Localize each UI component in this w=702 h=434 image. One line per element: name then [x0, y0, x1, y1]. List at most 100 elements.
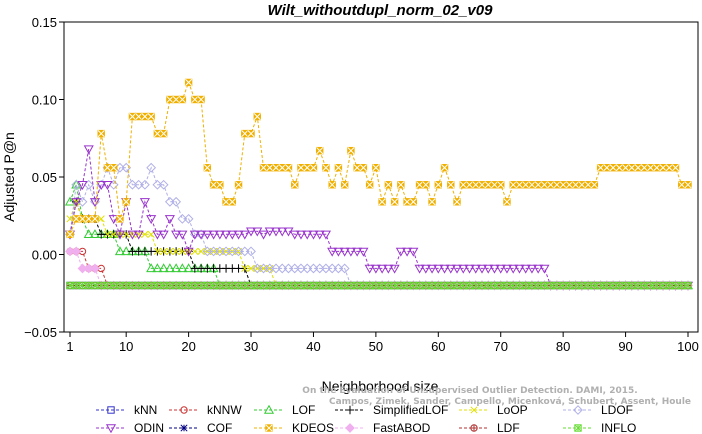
- data-point: [320, 230, 331, 240]
- data-point: [514, 264, 525, 274]
- data-point: [584, 181, 592, 189]
- data-point: [114, 246, 125, 256]
- y-tick-label: 0.05: [32, 170, 57, 185]
- data-point: [378, 198, 386, 206]
- data-point: [328, 281, 336, 290]
- data-point: [222, 198, 230, 206]
- data-point: [78, 215, 87, 223]
- x-axis-label: Neighborhood size: [322, 378, 439, 394]
- legend: kNN kNNW LOF SimplifiedLOF LoOP LDOF ODIN COF KD…: [96, 403, 636, 434]
- data-point: [85, 215, 93, 223]
- data-point: [196, 230, 207, 240]
- data-point: [246, 246, 256, 257]
- x-tick-label: 40: [306, 339, 320, 354]
- legend-entry-ldf: LDF: [459, 421, 520, 434]
- data-point: [347, 146, 355, 155]
- data-point: [97, 129, 105, 138]
- legend-label: LOF: [292, 403, 315, 417]
- data-point: [565, 181, 574, 189]
- series-line: [69, 80, 688, 235]
- data-point: [327, 247, 338, 257]
- data-point: [291, 181, 299, 189]
- data-point: [309, 281, 318, 290]
- data-point: [289, 230, 300, 240]
- y-tick-label: 0.10: [32, 93, 57, 108]
- data-point: [508, 264, 519, 274]
- data-point: [227, 230, 238, 240]
- y-tick-label: 0.00: [32, 248, 57, 263]
- data-point: [158, 263, 169, 273]
- data-point: [509, 181, 517, 189]
- data-point: [90, 263, 100, 274]
- x-tick-label: 50: [369, 339, 383, 354]
- data-point: [314, 230, 325, 240]
- data-point: [277, 227, 288, 237]
- data-point: [495, 264, 506, 274]
- data-point: [590, 281, 599, 290]
- data-point: [533, 264, 544, 274]
- legend-label: KDEOS: [292, 421, 334, 434]
- data-point: [402, 247, 413, 257]
- data-point: [422, 181, 430, 189]
- data-point: [322, 164, 330, 172]
- data-point: [158, 230, 169, 240]
- data-point: [309, 164, 318, 172]
- series-simplifiedlof: [65, 197, 693, 290]
- data-point: [472, 181, 480, 189]
- data-point: [278, 164, 286, 172]
- data-point: [440, 281, 449, 290]
- data-point: [270, 227, 282, 237]
- legend-entry-odin: ODIN: [96, 421, 164, 434]
- data-point: [253, 112, 261, 121]
- data-point: [465, 181, 474, 189]
- data-point: [684, 181, 692, 189]
- x-tick-label: 80: [556, 339, 570, 354]
- data-point: [241, 264, 249, 273]
- data-point: [365, 181, 374, 189]
- data-point: [478, 181, 486, 189]
- data-point: [358, 247, 369, 257]
- data-point: [370, 264, 381, 274]
- data-point: [141, 112, 149, 121]
- data-point: [384, 181, 393, 189]
- data-point: [71, 246, 82, 257]
- data-point: [603, 164, 611, 172]
- data-point: [102, 181, 113, 190]
- data-point: [303, 164, 311, 172]
- data-point: [183, 213, 194, 224]
- data-point: [239, 230, 250, 240]
- data-point: [345, 247, 356, 257]
- data-point: [183, 247, 194, 257]
- data-point: [234, 281, 243, 290]
- data-point: [228, 198, 237, 206]
- data-point: [659, 164, 667, 172]
- data-point: [122, 281, 130, 290]
- data-point: [584, 281, 592, 290]
- data-point: [166, 281, 174, 290]
- data-point: [164, 263, 175, 273]
- data-point: [114, 230, 125, 240]
- data-point: [91, 215, 99, 223]
- data-point: [459, 181, 467, 189]
- data-point: [153, 247, 161, 255]
- data-point: [665, 164, 673, 172]
- data-point: [408, 247, 419, 257]
- data-point: [146, 215, 157, 225]
- data-point: [164, 215, 175, 225]
- data-point: [415, 181, 424, 189]
- data-point: [166, 95, 174, 104]
- data-point: [534, 181, 542, 189]
- legend-label: ODIN: [134, 421, 164, 434]
- data-point: [484, 181, 492, 189]
- data-point: [359, 164, 368, 172]
- data-point: [615, 281, 624, 290]
- data-point: [528, 181, 536, 189]
- series-line: [69, 199, 688, 286]
- legend-label: FastABOD: [373, 421, 431, 434]
- data-point: [596, 164, 605, 172]
- data-point: [216, 181, 224, 189]
- data-point: [640, 164, 649, 172]
- data-point: [628, 281, 636, 290]
- data-point: [97, 215, 105, 223]
